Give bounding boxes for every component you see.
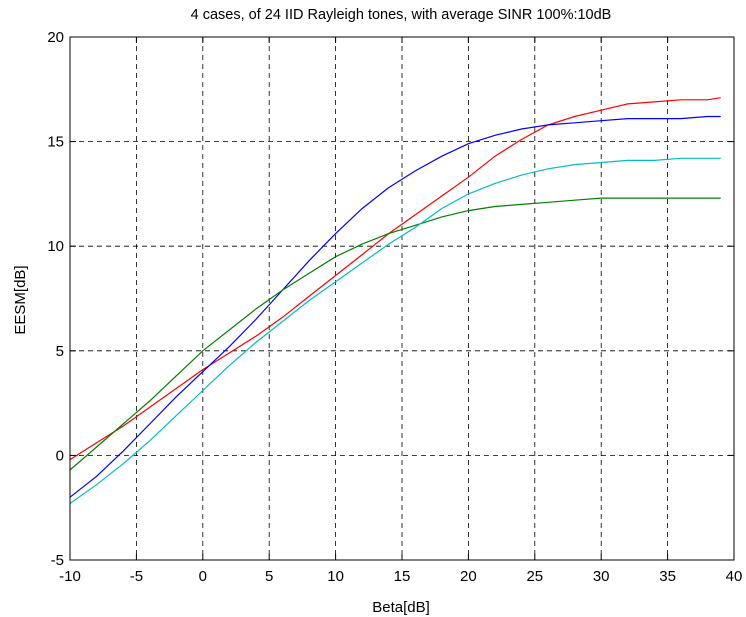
x-tick-label: 10 — [327, 568, 344, 585]
x-tick-label: 35 — [659, 568, 676, 585]
y-tick-label: 20 — [47, 29, 64, 46]
series-line-2 — [69, 115, 721, 498]
x-tick-label: -5 — [130, 568, 143, 585]
y-tick-label: 10 — [47, 238, 64, 255]
plot-series — [69, 97, 721, 504]
series-line-3 — [69, 197, 721, 471]
x-tick-label: -10 — [59, 568, 81, 585]
x-tick-label: 20 — [460, 568, 477, 585]
y-tick-label: 0 — [56, 447, 64, 464]
x-tick-label: 0 — [199, 568, 207, 585]
x-tick-label: 30 — [593, 568, 610, 585]
y-tick-label: 5 — [56, 343, 64, 360]
x-axis-label: Beta[dB] — [372, 599, 430, 616]
x-tick-label: 15 — [394, 568, 411, 585]
x-tick-label: 5 — [265, 568, 273, 585]
chart-title: 4 cases, of 24 IID Rayleigh tones, with … — [191, 7, 612, 23]
y-tick-label: 15 — [47, 134, 64, 151]
series-line-1 — [69, 97, 721, 461]
y-axis-label: EESM[dB] — [12, 265, 29, 334]
x-tick-label: 25 — [526, 568, 543, 585]
y-tick-label: -5 — [51, 552, 64, 569]
grid-lines — [70, 37, 734, 560]
x-tick-label: 40 — [726, 568, 743, 585]
series-line-4 — [69, 157, 721, 504]
